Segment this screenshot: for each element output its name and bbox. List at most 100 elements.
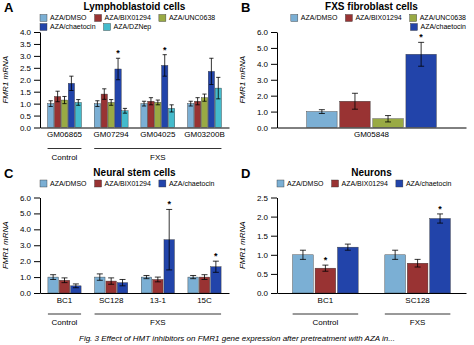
error-bar <box>392 250 398 259</box>
y-tick: 0.5 <box>257 270 277 279</box>
y-tick-mark <box>271 217 277 218</box>
y-tick: 2.5 <box>257 194 277 203</box>
legend-label: AZA/DMSO <box>287 180 324 187</box>
error-bar <box>149 98 153 105</box>
panel-label: B <box>241 0 250 15</box>
bar <box>293 255 314 293</box>
y-tick-mark <box>34 56 40 57</box>
legend-swatch <box>410 15 417 22</box>
bar-series <box>406 42 436 127</box>
bar-series <box>68 55 214 128</box>
y-tick-mark <box>34 68 40 69</box>
error-bar <box>156 100 160 105</box>
y-tick-label: 0.0 <box>257 124 269 133</box>
panel: 0.01.02.03.04.05.06.0GM05848*FMR1 mRNAFX… <box>238 0 467 139</box>
error-bar <box>142 101 146 106</box>
bar-series <box>61 94 207 127</box>
bar <box>108 102 114 127</box>
y-tick-mark <box>34 277 40 278</box>
legend-item: AZA/chaetocin <box>159 180 215 187</box>
annotation: * <box>167 199 171 209</box>
y-tick: 1.5 <box>20 88 40 97</box>
error-bar <box>95 101 99 107</box>
error-bar <box>49 101 53 107</box>
y-tick: 6.0 <box>20 194 40 203</box>
bar-series <box>48 274 198 293</box>
y-tick-label: 3.0 <box>20 52 32 61</box>
legend-label: AZA/chaetocin <box>420 23 466 30</box>
error-bar <box>155 277 161 282</box>
plot-area: 0.00.51.01.52.02.5BC1SC128**ControlFXS <box>257 194 467 327</box>
error-bar <box>97 274 103 280</box>
x-tick: GM06865 <box>47 130 83 139</box>
y-tick: 3.0 <box>20 52 40 61</box>
legend: AZA/DMSOAZA/BIX01294AZA/chaetocin <box>40 180 215 187</box>
legend-swatch <box>410 24 417 31</box>
error-bar <box>213 261 219 272</box>
y-tick-label: 4.0 <box>20 28 32 37</box>
bar <box>94 104 100 128</box>
y-tick: 2.0 <box>20 76 40 85</box>
group-bracket <box>94 148 221 149</box>
y-tick-mark <box>34 92 40 93</box>
x-tick: SC128 <box>405 296 430 305</box>
marks <box>48 55 222 128</box>
legend-item: AZA/chaetocin <box>396 180 452 187</box>
legend-item: AZA/UNC0638 <box>159 14 215 21</box>
marks <box>48 209 221 293</box>
y-axis-title: FMR1 mRNA <box>1 56 10 104</box>
y-tick-mark <box>271 274 277 275</box>
legend-label: AZA/UNC0638 <box>169 14 215 21</box>
bar <box>141 104 147 128</box>
y-tick: 2.0 <box>20 257 40 266</box>
y-tick-label: 0.0 <box>257 289 269 298</box>
marks <box>307 42 437 127</box>
y-axis: 0.00.51.01.52.02.5 <box>257 194 278 299</box>
x-tick: SC128 <box>99 296 124 305</box>
x-tick: 13-1 <box>150 296 167 305</box>
y-tick-label: 6.0 <box>257 28 269 37</box>
x-tick-label: 13-1 <box>150 296 167 305</box>
y-tick: 1.0 <box>20 273 40 282</box>
group-bracket <box>48 314 81 315</box>
bar <box>338 247 359 293</box>
y-tick-mark <box>271 236 277 237</box>
y-tick-mark <box>34 261 40 262</box>
legend-label: AZA/chaetocin <box>50 23 96 30</box>
x-axis: BC1SC128 <box>278 294 467 305</box>
error-bar <box>195 98 199 105</box>
y-tick: 2.5 <box>20 64 40 73</box>
error-bar <box>300 250 306 259</box>
group-bracket <box>95 314 222 315</box>
y-tick-label: 1.5 <box>20 88 32 97</box>
legend-swatch <box>396 180 403 187</box>
error-bar <box>190 275 196 278</box>
title: Lymphoblastoid cells <box>84 1 186 12</box>
y-tick-mark <box>34 213 40 214</box>
legend-swatch <box>332 180 339 187</box>
legend-item: AZA/BIX01294 <box>95 180 151 187</box>
marks <box>293 214 451 293</box>
error-bar <box>170 105 174 112</box>
error-bar <box>163 55 167 76</box>
y-tick: 0.0 <box>20 289 40 298</box>
y-tick: 1.0 <box>257 108 277 117</box>
bar-series <box>338 214 451 293</box>
error-bar <box>189 101 193 106</box>
y-axis-title: FMR1 mRNA <box>238 221 247 269</box>
y-tick: 0.0 <box>257 289 277 298</box>
error-bar <box>50 275 56 280</box>
y-tick-mark <box>271 96 277 97</box>
error-bar <box>352 93 358 109</box>
y-tick: 1.0 <box>20 100 40 109</box>
group-label: FXS <box>410 318 426 327</box>
y-tick-label: 2.0 <box>257 213 269 222</box>
bar <box>201 98 207 128</box>
y-tick-mark <box>34 116 40 117</box>
figure: 0.00.51.01.52.02.53.03.54.0GM06865GM0729… <box>0 0 474 345</box>
group-label: Control <box>52 318 78 327</box>
y-tick: 4.0 <box>20 225 40 234</box>
bar <box>407 263 428 293</box>
annotation: * <box>163 45 167 55</box>
error-bar <box>345 244 351 250</box>
